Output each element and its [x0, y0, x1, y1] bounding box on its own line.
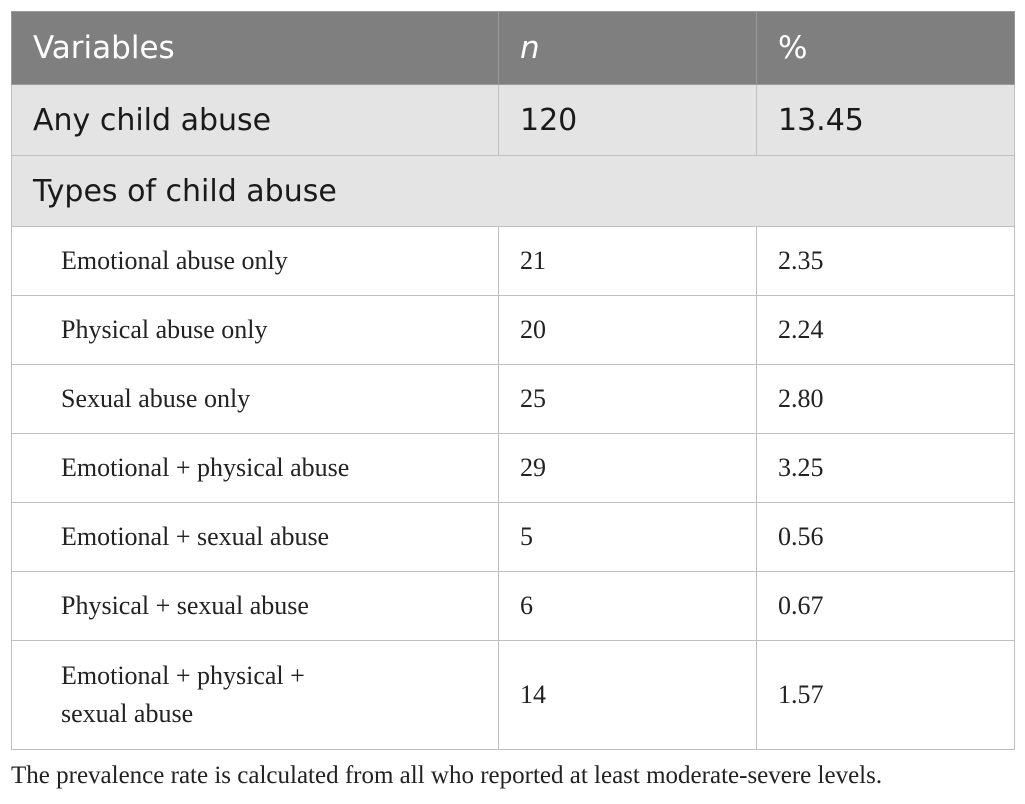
table-row-any-child-abuse: Any child abuse 120 13.45 [11, 84, 1015, 156]
cell-label: Sexual abuse only [11, 364, 499, 434]
cell-percent: 2.35 [756, 226, 1015, 296]
header-n: n [498, 11, 757, 85]
cell-n: 29 [498, 433, 757, 503]
cell-label: Physical + sexual abuse [11, 571, 499, 641]
section-label: Types of child abuse [11, 155, 1015, 227]
section-row-types: Types of child abuse [11, 155, 1015, 227]
cell-label-line2: sexual abuse [61, 699, 194, 728]
cell-label: Emotional + physical abuse [11, 433, 499, 503]
cell-n: 20 [498, 295, 757, 365]
cell-percent: 3.25 [756, 433, 1015, 503]
cell-label: Physical abuse only [11, 295, 499, 365]
table-row: Physical abuse only 20 2.24 [11, 295, 1015, 365]
prevalence-table: Variables n % Any child abuse 120 13.45 … [11, 11, 1015, 750]
cell-percent: 2.80 [756, 364, 1015, 434]
table-row: Physical + sexual abuse 6 0.67 [11, 571, 1015, 641]
cell-n: 21 [498, 226, 757, 296]
table-row: Emotional + sexual abuse 5 0.56 [11, 502, 1015, 572]
table-row: Emotional + physical abuse 29 3.25 [11, 433, 1015, 503]
cell-label: Any child abuse [11, 84, 499, 156]
table-row: Emotional + physical + sexual abuse 14 1… [11, 640, 1015, 750]
cell-percent: 0.67 [756, 571, 1015, 641]
cell-label: Emotional abuse only [11, 226, 499, 296]
cell-n: 120 [498, 84, 757, 156]
header-row: Variables n % [11, 11, 1015, 85]
cell-n: 14 [498, 640, 757, 750]
header-variables: Variables [11, 11, 499, 85]
cell-n: 25 [498, 364, 757, 434]
cell-label-line1: Emotional + physical + [61, 661, 305, 690]
cell-percent: 1.57 [756, 640, 1015, 750]
cell-label: Emotional + physical + sexual abuse [11, 640, 499, 750]
header-percent: % [756, 11, 1015, 85]
cell-percent: 2.24 [756, 295, 1015, 365]
cell-percent: 0.56 [756, 502, 1015, 572]
table-row: Sexual abuse only 25 2.80 [11, 364, 1015, 434]
cell-percent: 13.45 [756, 84, 1015, 156]
cell-label: Emotional + sexual abuse [11, 502, 499, 572]
table-footnote: The prevalence rate is calculated from a… [11, 762, 883, 789]
data-table-container: Variables n % Any child abuse 120 13.45 … [11, 11, 1015, 750]
table-row: Emotional abuse only 21 2.35 [11, 226, 1015, 296]
cell-n: 5 [498, 502, 757, 572]
cell-n: 6 [498, 571, 757, 641]
